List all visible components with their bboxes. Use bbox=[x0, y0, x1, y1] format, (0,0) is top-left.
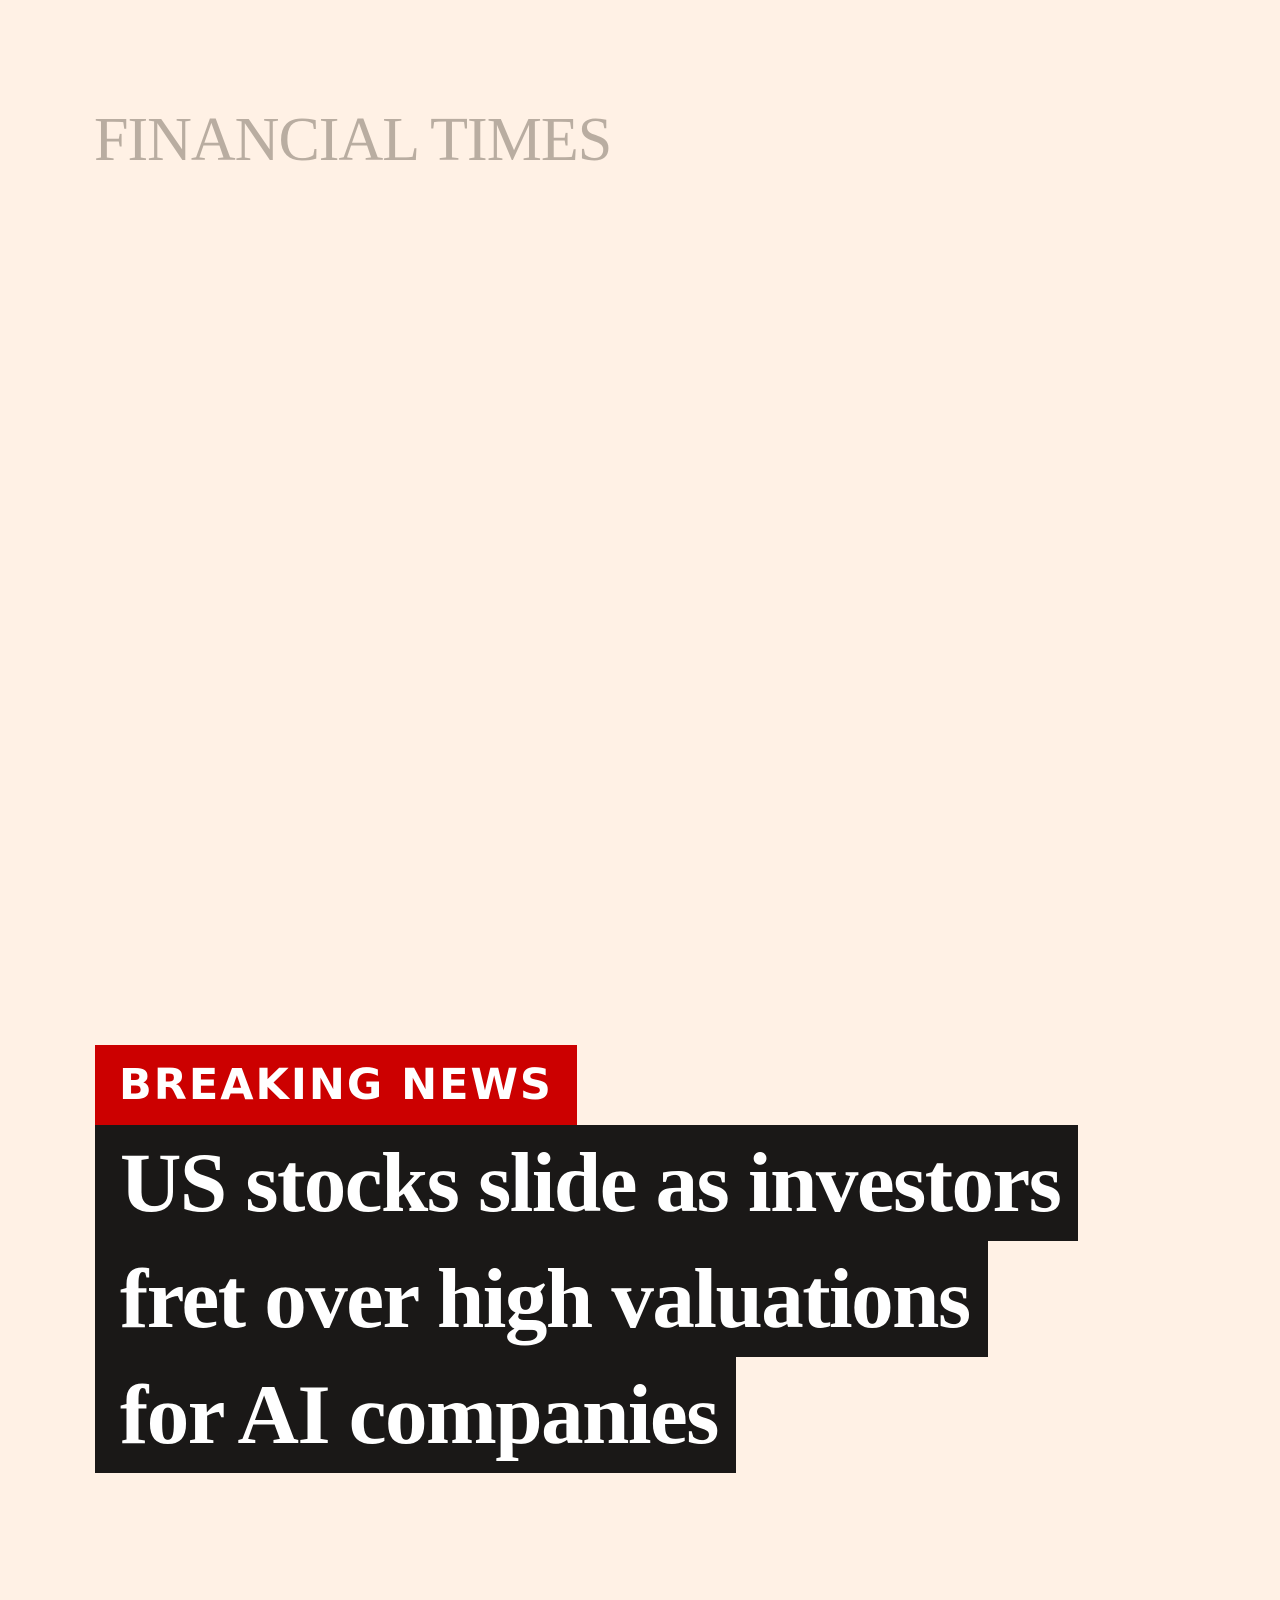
headline-line: US stocks slide as investors bbox=[95, 1125, 1079, 1241]
breaking-news-card: BREAKING NEWS US stocks slide as investo… bbox=[95, 1045, 1079, 1473]
headline: US stocks slide as investors fret over h… bbox=[95, 1125, 1079, 1473]
headline-line: for AI companies bbox=[95, 1357, 736, 1473]
breaking-news-badge: BREAKING NEWS bbox=[95, 1045, 577, 1125]
headline-line: fret over high valuations bbox=[95, 1241, 988, 1357]
masthead-logo: FINANCIAL TIMES bbox=[94, 106, 612, 174]
